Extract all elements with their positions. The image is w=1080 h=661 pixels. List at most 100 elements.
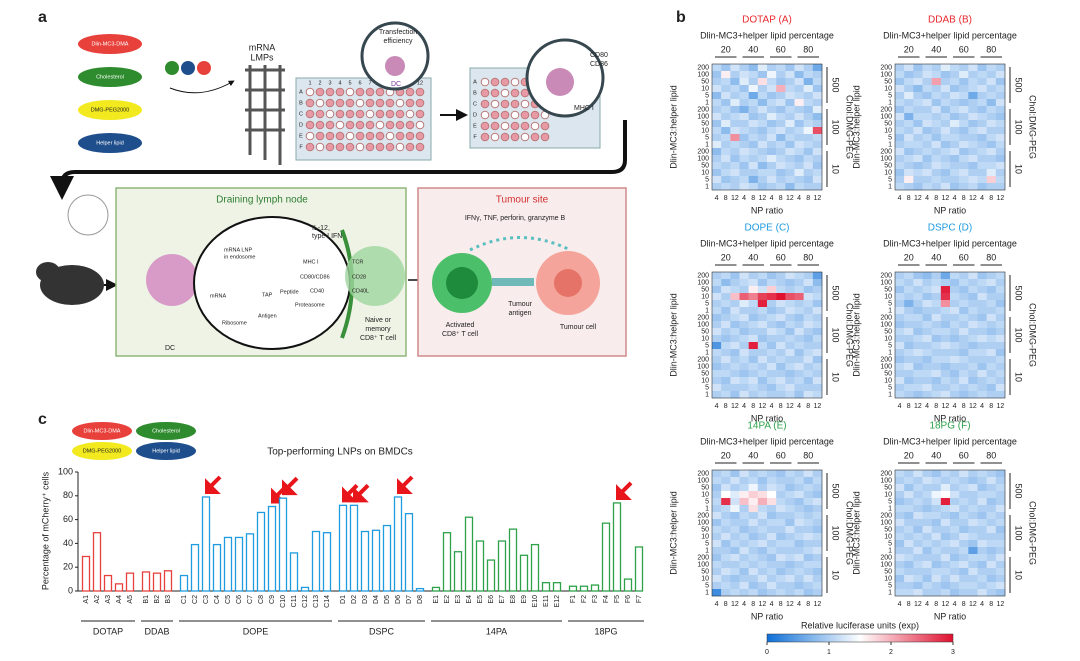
- heatmap-cell: [977, 85, 987, 93]
- heatmap-cell: [959, 561, 969, 569]
- panel-a: a Dlin-MC3-DMACholesterolDMG-PEG2000Help…: [36, 9, 627, 357]
- heatmap-cell: [812, 321, 823, 329]
- heatmap-cell: [803, 99, 814, 107]
- y-group-label: 100: [1014, 327, 1024, 342]
- heatmap-cell: [931, 519, 942, 527]
- x-tick-label: 12: [786, 403, 794, 410]
- x-tick-label: 8: [934, 601, 938, 608]
- y-tick-label: 50: [701, 370, 709, 377]
- y-tick-label: 5: [888, 498, 892, 505]
- heatmap-cell: [748, 314, 759, 322]
- heatmap-cell: [757, 293, 768, 301]
- plate-col: 7: [368, 80, 371, 86]
- heatmap-cell: [739, 477, 749, 485]
- y-axis-label: Dlin-MC3:helper lipid: [668, 293, 678, 377]
- heatmap-cell: [931, 589, 942, 597]
- well: [355, 98, 365, 108]
- y-tick-label: 10: [884, 533, 892, 540]
- x-tick-label: 12: [759, 195, 767, 202]
- heatmap-cell: [959, 71, 969, 79]
- well: [345, 131, 355, 141]
- heatmap-cell: [950, 491, 960, 499]
- heatmap-cell: [995, 540, 1006, 548]
- well: [405, 131, 415, 141]
- y-axis-label: Dlin-MC3:helper lipid: [851, 491, 861, 575]
- y-tick-label: 200: [880, 470, 892, 477]
- heatmap-cell: [940, 491, 951, 499]
- heatmap-cell: [712, 554, 722, 562]
- heatmap-cell: [776, 314, 786, 322]
- heatmap-cell: [922, 162, 932, 170]
- plate-row: C: [299, 111, 303, 117]
- heatmap-cell: [794, 561, 804, 569]
- heatmap-cell: [757, 162, 768, 170]
- heatmap-cell: [767, 141, 777, 149]
- heatmap-cell: [712, 155, 722, 163]
- heatmap-cell: [913, 554, 923, 562]
- heatmap-cell: [913, 148, 923, 156]
- heatmap-cell: [721, 183, 731, 191]
- heatmap-cell: [739, 279, 749, 287]
- plate-row: E: [299, 133, 303, 139]
- heatmap-cell: [794, 533, 804, 541]
- heatmap-cell: [748, 384, 759, 392]
- heatmap-cell: [776, 491, 786, 499]
- heatmap-cell: [757, 519, 768, 527]
- heatmap-cell: [785, 272, 795, 280]
- heatmap-cell: [767, 120, 777, 128]
- heatmap-cell: [986, 176, 997, 184]
- heatmap-cell: [721, 335, 731, 343]
- heatmap-cell: [776, 568, 786, 576]
- heatmap-cell: [940, 505, 951, 513]
- y-tick-label: 100: [697, 155, 709, 162]
- heatmap-cell: [776, 148, 786, 156]
- x-tick-label: D7: [406, 595, 413, 604]
- heatmap-cell: [803, 169, 814, 177]
- heatmap-cell: [959, 377, 969, 385]
- heatmap-subtitle: Dlin-MC3+helper lipid percentage: [883, 238, 1017, 248]
- y-tick-label: 50: [884, 526, 892, 533]
- x-tick-label: 12: [969, 403, 977, 410]
- bar: [486, 559, 496, 592]
- heatmap-cell: [767, 134, 777, 142]
- heatmap-cell: [995, 307, 1006, 315]
- heatmap-cell: [794, 589, 804, 597]
- heatmap-cell: [931, 498, 942, 506]
- heatmap-cell: [721, 176, 731, 184]
- heatmap-cell: [913, 505, 923, 513]
- heatmap-cell: [803, 342, 814, 350]
- heatmap-cell: [950, 78, 960, 86]
- well: [315, 142, 325, 152]
- plate-row: B: [299, 100, 303, 106]
- x-tick-label: E12: [554, 595, 561, 608]
- lipid-oval: [78, 67, 142, 87]
- heatmap-cell: [904, 286, 914, 294]
- colorbar: Relative luciferase units (exp)0 1 2 3: [765, 620, 955, 655]
- heatmap-cell: [739, 491, 749, 499]
- x-tick-label: 4: [715, 601, 719, 608]
- heatmap-cell: [794, 498, 804, 506]
- heatmap-cell: [712, 498, 722, 506]
- heatmap-cell: [940, 127, 951, 135]
- y-tick-label: 1: [705, 349, 709, 356]
- heatmap-cell: [721, 342, 731, 350]
- heatmap-cell: [721, 391, 731, 399]
- heatmap-cell: [794, 547, 804, 555]
- heatmap-cell: [794, 78, 804, 86]
- heatmap-cell: [812, 169, 823, 177]
- y-group-label: 500: [831, 483, 841, 498]
- heatmap-cell: [931, 183, 942, 191]
- heatmap-cell: [995, 335, 1006, 343]
- heatmap-cell: [767, 328, 777, 336]
- y-tick-label: 1: [888, 183, 892, 190]
- plate-row: D: [473, 112, 477, 118]
- heatmap-cell: [794, 484, 804, 492]
- heatmap-cell: [721, 349, 731, 357]
- heatmap-cell: [895, 484, 905, 492]
- x-tick-label: 12: [731, 601, 739, 608]
- heatmap-cell: [995, 176, 1006, 184]
- y2-axis-label: Chol:DMG-PEG: [1028, 501, 1038, 565]
- heatmap-cell: [986, 356, 997, 364]
- heatmap-cell: [812, 342, 823, 350]
- inset-label: Transfection: [379, 29, 417, 36]
